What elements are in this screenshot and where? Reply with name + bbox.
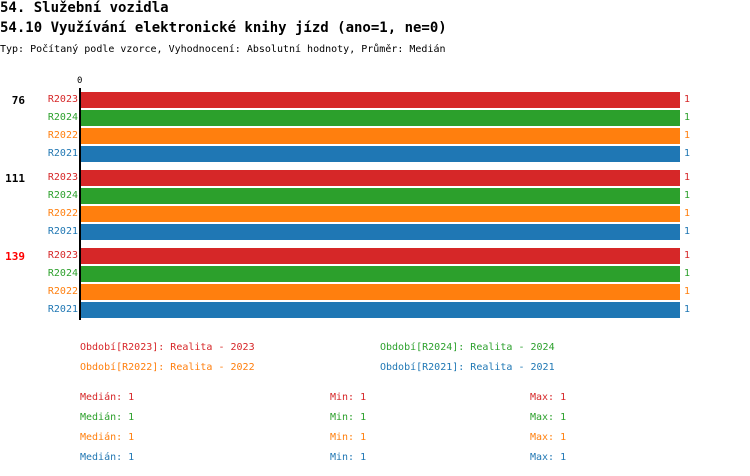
y-axis-line	[79, 88, 81, 320]
bar-R2021	[81, 146, 680, 162]
meta-info: Typ: Počítaný podle vzorce, Vyhodnocení:…	[0, 44, 446, 55]
bar-R2021	[81, 302, 680, 318]
value-label: 1	[684, 304, 691, 315]
series-label: R2022	[47, 130, 78, 141]
bar-R2023	[81, 170, 680, 186]
stat-median: Medián: 1	[80, 392, 135, 403]
series-label: R2024	[47, 190, 78, 201]
group-label: 76	[11, 94, 25, 107]
stat-max: Max: 1	[530, 392, 567, 403]
stat-min: Min: 1	[330, 392, 367, 403]
value-label: 1	[684, 148, 691, 159]
bar-R2022	[81, 284, 680, 300]
series-label: R2024	[47, 112, 78, 123]
legend-item: Období[R2024]: Realita - 2024	[380, 342, 555, 353]
stat-median: Medián: 1	[80, 432, 135, 443]
series-label: R2021	[47, 304, 78, 315]
stat-min: Min: 1	[330, 412, 367, 423]
value-label: 1	[684, 250, 691, 261]
value-label: 1	[684, 172, 691, 183]
legend-item: Období[R2021]: Realita - 2021	[380, 362, 555, 373]
stat-median: Medián: 1	[80, 412, 135, 423]
group-label: 111	[5, 172, 25, 185]
value-label: 1	[684, 286, 691, 297]
bar-R2024	[81, 188, 680, 204]
series-label: R2022	[47, 286, 78, 297]
legend-item: Období[R2022]: Realita - 2022	[80, 362, 255, 373]
value-label: 1	[684, 208, 691, 219]
stat-max: Max: 1	[530, 452, 567, 463]
legend-item: Období[R2023]: Realita - 2023	[80, 342, 255, 353]
series-label: R2021	[47, 148, 78, 159]
value-label: 1	[684, 190, 691, 201]
bar-R2022	[81, 128, 680, 144]
bar-R2023	[81, 92, 680, 108]
value-label: 1	[684, 94, 691, 105]
series-label: R2023	[47, 250, 78, 261]
axis-tick-zero: 0	[77, 76, 83, 86]
value-label: 1	[684, 112, 691, 123]
stat-min: Min: 1	[330, 432, 367, 443]
series-label: R2023	[47, 94, 78, 105]
stat-median: Medián: 1	[80, 452, 135, 463]
group-label: 139	[5, 250, 25, 263]
value-label: 1	[684, 130, 691, 141]
stat-min: Min: 1	[330, 452, 367, 463]
stat-max: Max: 1	[530, 432, 567, 443]
series-label: R2023	[47, 172, 78, 183]
series-label: R2021	[47, 226, 78, 237]
series-label: R2024	[47, 268, 78, 279]
bar-R2024	[81, 266, 680, 282]
bar-R2021	[81, 224, 680, 240]
value-label: 1	[684, 268, 691, 279]
value-label: 1	[684, 226, 691, 237]
bar-R2024	[81, 110, 680, 126]
bar-R2023	[81, 248, 680, 264]
stat-max: Max: 1	[530, 412, 567, 423]
question-title: 54.10 Využívání elektronické knihy jízd …	[0, 20, 447, 36]
bar-R2022	[81, 206, 680, 222]
series-label: R2022	[47, 208, 78, 219]
page-title: 54. Služební vozidla	[0, 0, 169, 16]
